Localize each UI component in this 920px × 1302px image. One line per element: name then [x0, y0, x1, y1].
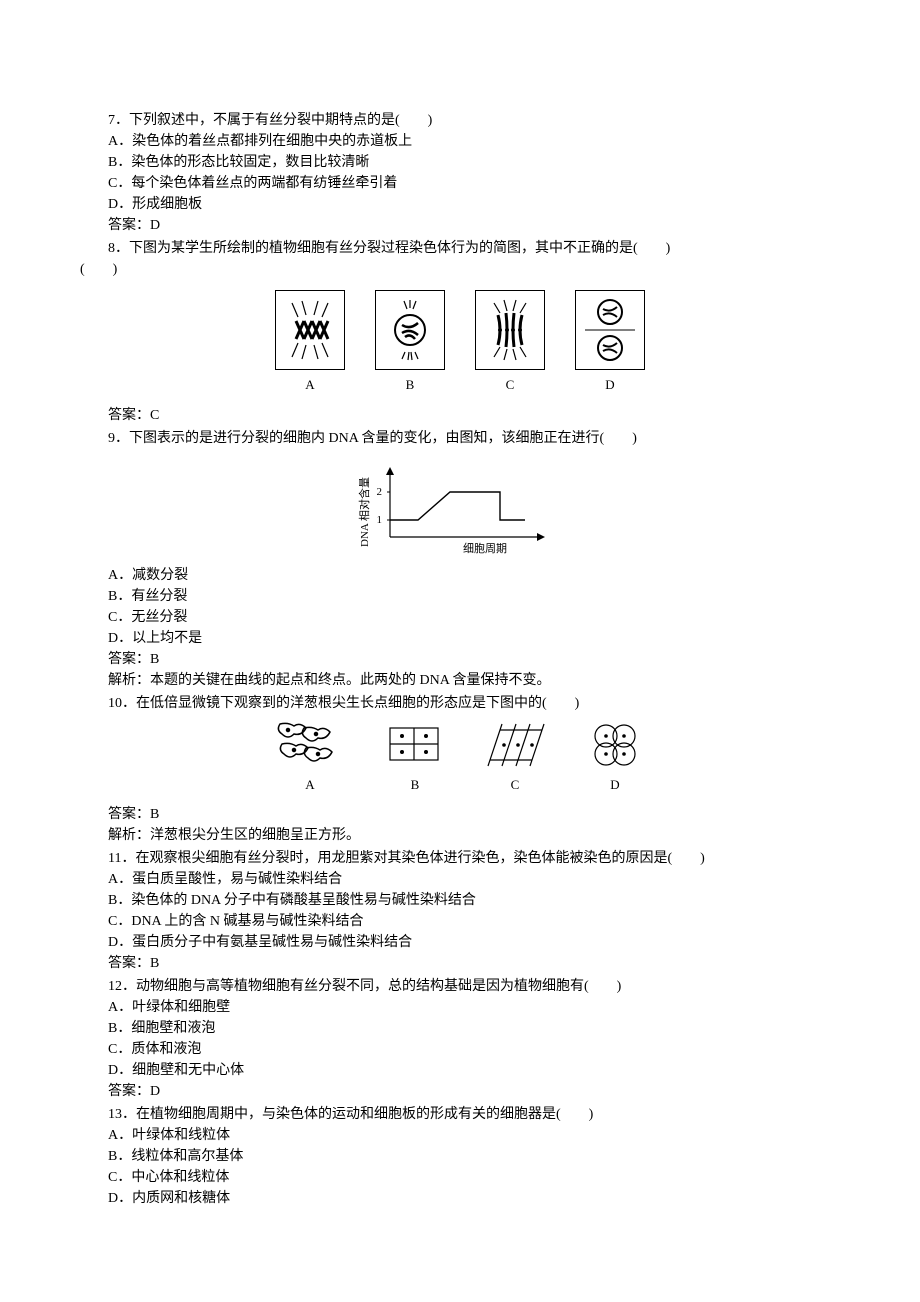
q8-diagram-c: C: [475, 290, 545, 395]
q12-opt-c: C．质体和液泡: [80, 1039, 840, 1060]
q8-text: 8．下图为某学生所绘制的植物细胞有丝分裂过程染色体行为的简图，其中不正确的是( …: [80, 238, 840, 259]
question-13: 13．在植物细胞周期中，与染色体的运动和细胞板的形成有关的细胞器是( ) A．叶…: [80, 1104, 840, 1209]
mitosis-anaphase-icon: [480, 295, 540, 365]
q8-diagram-row: A B: [80, 290, 840, 395]
question-9: 9．下图表示的是进行分裂的细胞内 DNA 含量的变化，由图知，该细胞正在进行( …: [80, 428, 840, 691]
question-7: 7．下列叙述中，不属于有丝分裂中期特点的是( ) A．染色体的着丝点都排列在细胞…: [80, 110, 840, 236]
q9-chart: DNA 相对含量 2 1 细胞周期: [80, 457, 840, 557]
q11-opt-b: B．染色体的 DNA 分子中有磷酸基呈酸性易与碱性染料结合: [80, 890, 840, 911]
q10-text: 10．在低倍显微镜下观察到的洋葱根尖生长点细胞的形态应是下图中的( ): [80, 693, 840, 714]
q9-tick2: 2: [377, 486, 383, 498]
q10-label-d: D: [610, 775, 619, 795]
q11-opt-c: C．DNA 上的含 N 碱基易与碱性染料结合: [80, 911, 840, 932]
q7-opt-d: D．形成细胞板: [80, 194, 840, 215]
dna-content-chart-icon: DNA 相对含量 2 1 细胞周期: [350, 457, 570, 557]
q10-label-c: C: [511, 775, 520, 795]
q11-opt-d: D．蛋白质分子中有氨基呈碱性易与碱性染料结合: [80, 932, 840, 953]
elongated-cells-icon: [480, 720, 550, 770]
q8-blank: ( ): [80, 259, 840, 280]
question-10: 10．在低倍显微镜下观察到的洋葱根尖生长点细胞的形态应是下图中的( ) A: [80, 693, 840, 847]
q10-diagram-c: C: [480, 720, 550, 795]
q8-diagram-a: A: [275, 290, 345, 395]
q9-opt-c: C．无丝分裂: [80, 607, 840, 628]
q12-text: 12．动物细胞与高等植物细胞有丝分裂不同，总的结构基础是因为植物细胞有( ): [80, 976, 840, 997]
q8-box-d: [575, 290, 645, 370]
q7-text: 7．下列叙述中，不属于有丝分裂中期特点的是( ): [80, 110, 840, 131]
q9-ylabel: DNA 相对含量: [357, 477, 371, 547]
round-cells-icon: [580, 720, 650, 770]
question-11: 11．在观察根尖细胞有丝分裂时，用龙胆紫对其染色体进行染色，染色体能被染色的原因…: [80, 848, 840, 974]
mitosis-telophase-icon: [580, 295, 640, 365]
q9-opt-d: D．以上均不是: [80, 628, 840, 649]
mitosis-metaphase-icon: [280, 295, 340, 365]
q12-opt-b: B．细胞壁和液泡: [80, 1018, 840, 1039]
q8-label-b: B: [406, 375, 415, 395]
q13-opt-b: B．线粒体和高尔基体: [80, 1146, 840, 1167]
q9-opt-b: B．有丝分裂: [80, 586, 840, 607]
irregular-cells-icon: [270, 720, 350, 770]
q10-diagram-a: A: [270, 720, 350, 795]
q8-diagram-d: D: [575, 290, 645, 395]
q13-opt-d: D．内质网和核糖体: [80, 1188, 840, 1209]
mitosis-prophase-icon: [380, 295, 440, 365]
q8-box-c: [475, 290, 545, 370]
q8-diagram-b: B: [375, 290, 445, 395]
q12-opt-a: A．叶绿体和细胞壁: [80, 997, 840, 1018]
q10-diagram-row: A B: [80, 720, 840, 795]
q12-answer: 答案：D: [80, 1081, 840, 1102]
q11-opt-a: A．蛋白质呈酸性，易与碱性染料结合: [80, 869, 840, 890]
q8-label-d: D: [605, 375, 614, 395]
q9-tick1: 1: [377, 514, 383, 526]
q10-label-a: A: [305, 775, 314, 795]
question-8: 8．下图为某学生所绘制的植物细胞有丝分裂过程染色体行为的简图，其中不正确的是( …: [80, 238, 840, 426]
q10-diagram-b: B: [380, 720, 450, 795]
q7-opt-a: A．染色体的着丝点都排列在细胞中央的赤道板上: [80, 131, 840, 152]
q9-analysis: 解析：本题的关键在曲线的起点和终点。此两处的 DNA 含量保持不变。: [80, 670, 840, 691]
q11-answer: 答案：B: [80, 953, 840, 974]
q8-box-b: [375, 290, 445, 370]
q7-answer: 答案：D: [80, 215, 840, 236]
q9-text: 9．下图表示的是进行分裂的细胞内 DNA 含量的变化，由图知，该细胞正在进行( …: [80, 428, 840, 449]
q13-opt-c: C．中心体和线粒体: [80, 1167, 840, 1188]
q8-box-a: [275, 290, 345, 370]
q8-label-a: A: [305, 375, 314, 395]
q7-opt-b: B．染色体的形态比较固定，数目比较清晰: [80, 152, 840, 173]
q11-text: 11．在观察根尖细胞有丝分裂时，用龙胆紫对其染色体进行染色，染色体能被染色的原因…: [80, 848, 840, 869]
square-cells-icon: [380, 720, 450, 770]
q10-analysis: 解析：洋葱根尖分生区的细胞呈正方形。: [80, 825, 840, 846]
q7-opt-c: C．每个染色体着丝点的两端都有纺锤丝牵引着: [80, 173, 840, 194]
q9-opt-a: A．减数分裂: [80, 565, 840, 586]
q13-text: 13．在植物细胞周期中，与染色体的运动和细胞板的形成有关的细胞器是( ): [80, 1104, 840, 1125]
q9-xlabel: 细胞周期: [463, 542, 507, 555]
q10-label-b: B: [411, 775, 420, 795]
q10-answer: 答案：B: [80, 804, 840, 825]
q10-diagram-d: D: [580, 720, 650, 795]
q8-label-c: C: [506, 375, 515, 395]
q8-answer: 答案：C: [80, 405, 840, 426]
q9-answer: 答案：B: [80, 649, 840, 670]
question-12: 12．动物细胞与高等植物细胞有丝分裂不同，总的结构基础是因为植物细胞有( ) A…: [80, 976, 840, 1102]
q13-opt-a: A．叶绿体和线粒体: [80, 1125, 840, 1146]
q12-opt-d: D．细胞壁和无中心体: [80, 1060, 840, 1081]
